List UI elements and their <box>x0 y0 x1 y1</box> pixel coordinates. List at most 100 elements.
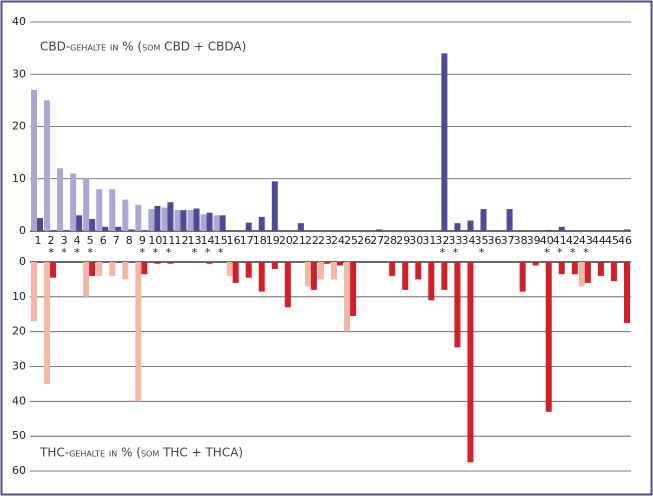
category-note: * <box>48 246 54 259</box>
bar <box>402 262 409 290</box>
bar <box>337 262 344 266</box>
category-note: * <box>583 246 589 259</box>
bar <box>480 209 487 231</box>
x-tick-label: 46 <box>618 234 632 247</box>
x-tick-label: 16 <box>227 234 241 247</box>
x-tick-label: 25 <box>344 234 358 247</box>
bar <box>200 214 207 231</box>
bar <box>96 189 103 231</box>
category-note: * <box>87 246 93 259</box>
bar <box>297 223 304 231</box>
bar <box>578 262 585 287</box>
bar <box>545 262 552 412</box>
x-tick-label: 4 <box>74 234 81 247</box>
category-note: * <box>192 246 198 259</box>
bar <box>102 226 109 231</box>
x-tick-label: 19 <box>266 234 280 247</box>
x-tick-label: 9 <box>139 234 146 247</box>
category-note: * <box>544 246 550 259</box>
x-tick-label: 10 <box>148 234 162 247</box>
bar <box>206 212 213 231</box>
x-tick-label: 39 <box>527 234 541 247</box>
x-tick-label: 2 <box>48 234 55 247</box>
category-note: * <box>479 246 485 259</box>
bar <box>323 262 330 264</box>
x-tick-label: 28 <box>383 234 397 247</box>
bar <box>558 226 565 231</box>
bar <box>89 218 96 231</box>
bar <box>122 199 129 231</box>
bar <box>284 262 291 308</box>
x-tick-label: 8 <box>126 234 133 247</box>
y-tick-label: 20 <box>12 325 26 338</box>
bar <box>571 262 578 275</box>
x-tick-label: 27 <box>370 234 384 247</box>
bar <box>245 262 252 278</box>
bar <box>96 262 103 276</box>
bar <box>271 262 278 269</box>
x-tick-label: 21 <box>292 234 306 247</box>
y-tick-label: 10 <box>12 172 26 185</box>
bar <box>258 216 265 231</box>
x-tick-label: 22 <box>305 234 319 247</box>
x-tick-label: 38 <box>514 234 528 247</box>
bar <box>44 262 51 384</box>
bar <box>597 262 604 276</box>
bar <box>70 173 77 231</box>
x-tick-label: 32 <box>435 234 449 247</box>
bar <box>441 53 448 231</box>
bar <box>271 181 278 231</box>
bar <box>31 262 37 322</box>
x-tick-label: 41 <box>553 234 567 247</box>
bar <box>141 262 148 275</box>
bar <box>174 210 181 231</box>
bar <box>310 262 317 290</box>
bar <box>467 220 474 231</box>
bar <box>506 209 513 231</box>
y-tick-label: 50 <box>12 429 26 442</box>
category-note: * <box>557 246 563 259</box>
bar <box>350 262 357 316</box>
x-tick-label: 15 <box>214 234 228 247</box>
bar <box>115 226 122 231</box>
x-tick-label: 14 <box>201 234 215 247</box>
x-tick-label: 5 <box>87 234 94 247</box>
x-tick-label: 43 <box>579 234 593 247</box>
bar <box>213 215 220 231</box>
bar <box>122 262 129 280</box>
x-tick-label: 7 <box>113 234 120 247</box>
y-tick-label: 30 <box>12 67 26 80</box>
bar <box>161 207 168 231</box>
category-note: * <box>140 246 146 259</box>
bar <box>57 168 64 231</box>
bar <box>187 210 194 231</box>
y-tick-label: 20 <box>12 120 26 133</box>
bar <box>624 262 630 323</box>
bar <box>128 229 135 231</box>
x-tick-label: 42 <box>566 234 580 247</box>
x-tick-label: 34 <box>461 234 475 247</box>
bar <box>206 262 213 264</box>
bar <box>245 222 252 231</box>
x-tick-label: 23 <box>318 234 332 247</box>
bar <box>167 262 174 264</box>
bar <box>624 229 630 231</box>
x-tick-label: 36 <box>488 234 502 247</box>
x-tick-label: 45 <box>605 234 619 247</box>
bar <box>76 215 83 231</box>
category-note: * <box>153 246 159 259</box>
bar <box>610 262 617 282</box>
x-tick-label: 40 <box>540 234 554 247</box>
x-tick-label: 24 <box>331 234 345 247</box>
bar <box>31 89 37 231</box>
x-tick-label: 13 <box>188 234 202 247</box>
bar <box>148 209 155 231</box>
bar <box>232 262 239 283</box>
x-tick-label: 44 <box>592 234 606 247</box>
bar <box>558 262 565 275</box>
bar <box>376 229 383 231</box>
bar <box>89 262 96 276</box>
x-tick-label: 31 <box>422 234 436 247</box>
x-tick-label: 29 <box>396 234 410 247</box>
x-tick-label: 30 <box>409 234 423 247</box>
